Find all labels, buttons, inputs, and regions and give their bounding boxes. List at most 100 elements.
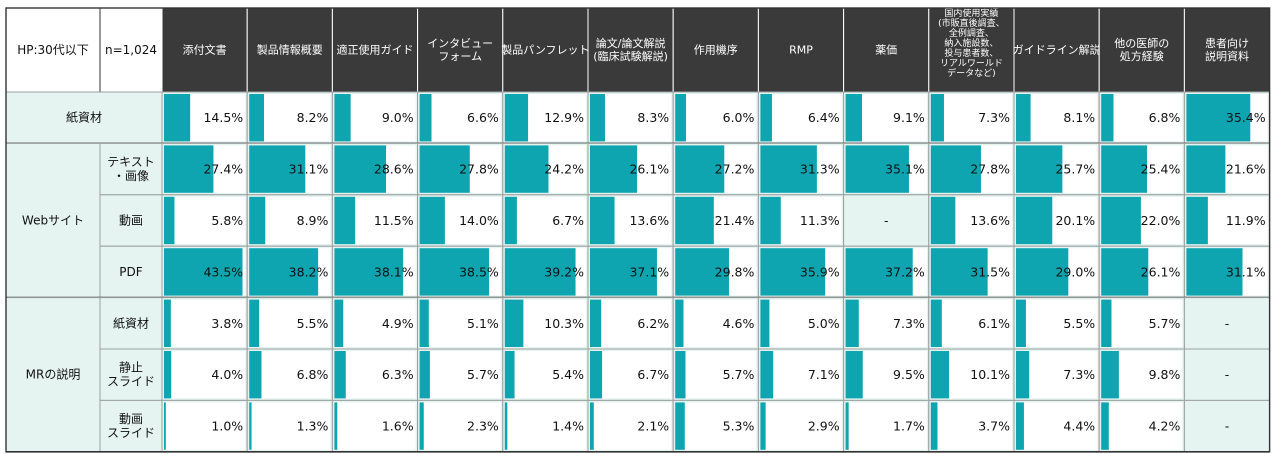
bar-mark xyxy=(845,402,849,450)
row-label: 紙資材 xyxy=(113,315,149,330)
group-label-cell xyxy=(5,91,163,144)
value-label: 27.2% xyxy=(715,162,755,177)
bar-mark xyxy=(845,145,909,193)
value-label: - xyxy=(1225,316,1230,331)
bar-mark xyxy=(334,196,356,245)
bar-mark xyxy=(334,402,338,450)
column-header-label: (臨床試験解説) xyxy=(593,49,668,63)
value-label: 38.1% xyxy=(374,264,414,279)
bar-track xyxy=(1016,351,1098,399)
bar-mark xyxy=(419,94,432,142)
value-label: 31.5% xyxy=(970,264,1010,279)
bar-track xyxy=(334,402,416,450)
column-header-label: リアルワールド xyxy=(940,59,1003,69)
bar-mark xyxy=(1101,196,1141,245)
bar-mark xyxy=(504,145,549,193)
bar-mark xyxy=(249,351,262,399)
bar-mark xyxy=(675,196,714,245)
group-label: Webサイト xyxy=(22,214,84,228)
column-header-label: 投与患者数、 xyxy=(944,47,998,59)
value-label: 25.4% xyxy=(1141,162,1181,177)
bar-track xyxy=(930,402,1012,450)
bar-mark xyxy=(164,351,172,399)
bar-mark xyxy=(590,299,602,347)
row-label: スライド xyxy=(107,426,155,440)
bar-track xyxy=(334,299,416,347)
bar-mark xyxy=(1186,196,1208,245)
row-label-cell xyxy=(99,142,163,196)
bar-track xyxy=(504,196,586,245)
value-label: 6.8% xyxy=(297,367,329,382)
value-label: 10.3% xyxy=(544,316,584,331)
bar-track xyxy=(845,299,927,347)
value-label: - xyxy=(1225,419,1230,434)
value-label: 4.9% xyxy=(382,316,414,331)
bar-mark xyxy=(930,94,944,142)
value-label: - xyxy=(884,213,889,228)
bar-mark xyxy=(419,351,430,399)
bar-mark xyxy=(164,299,171,347)
bar-track xyxy=(504,402,586,450)
column-header-label: RMP xyxy=(789,44,813,57)
value-label: 6.3% xyxy=(382,367,414,382)
column-header-label: 患者向け xyxy=(1205,36,1249,50)
column-header-label: (市販直後調査、 xyxy=(938,17,1005,29)
n-cell xyxy=(99,7,163,93)
bar-mark xyxy=(419,402,424,450)
value-label: 13.6% xyxy=(970,213,1010,228)
bar-track xyxy=(1101,94,1183,142)
value-label: 43.5% xyxy=(203,264,243,279)
value-label: 1.6% xyxy=(382,419,414,434)
bar-mark xyxy=(760,248,826,296)
bar-mark xyxy=(419,299,429,347)
data-cell xyxy=(843,194,930,247)
bar-track xyxy=(675,94,757,142)
value-label: 29.0% xyxy=(1055,264,1095,279)
bar-mark xyxy=(1186,145,1226,193)
bar-mark xyxy=(675,94,687,142)
value-label: 21.6% xyxy=(1226,162,1266,177)
value-label: 9.1% xyxy=(893,110,925,125)
column-header-label: 国内使用実績 xyxy=(944,7,998,19)
value-label: 27.8% xyxy=(970,162,1010,177)
bar-track xyxy=(760,351,842,399)
bar-mark xyxy=(675,351,686,399)
bar-mark xyxy=(930,402,938,450)
column-header-cell xyxy=(246,7,333,93)
row-label-cell xyxy=(99,399,163,453)
bar-mark xyxy=(675,248,729,296)
row-label: スライド xyxy=(107,375,155,389)
bar-mark xyxy=(760,351,774,399)
bar-mark xyxy=(1186,94,1251,142)
bar-mark xyxy=(675,299,684,347)
bar-track xyxy=(419,94,501,142)
bar-mark xyxy=(164,145,214,193)
bar-mark xyxy=(760,196,781,245)
value-label: 31.1% xyxy=(1226,264,1266,279)
column-header-cell xyxy=(757,7,845,93)
value-label: 8.3% xyxy=(637,110,669,125)
bar-track xyxy=(760,94,842,142)
bar-track xyxy=(419,299,501,347)
bar-mark xyxy=(1016,94,1031,142)
value-label: 22.0% xyxy=(1141,213,1181,228)
bar-mark xyxy=(249,402,252,450)
bar-mark xyxy=(1101,248,1149,296)
bar-mark xyxy=(1101,94,1114,142)
value-label: 13.6% xyxy=(629,213,669,228)
bar-mark xyxy=(504,248,576,296)
bar-mark xyxy=(249,196,266,245)
bar-mark xyxy=(930,196,956,245)
column-header-label: 論文/論文解説 xyxy=(596,36,666,50)
bar-mark xyxy=(760,94,772,142)
bar-mark xyxy=(675,402,685,450)
row-label: 動画 xyxy=(119,412,143,426)
bar-mark xyxy=(1016,299,1026,347)
bar-mark xyxy=(504,299,524,347)
value-label: 2.3% xyxy=(467,419,499,434)
bar-track xyxy=(675,351,757,399)
bar-track xyxy=(760,402,842,450)
column-header-label: 作用機序 xyxy=(694,43,738,57)
bar-mark xyxy=(419,196,445,245)
value-label: 5.7% xyxy=(467,367,499,382)
